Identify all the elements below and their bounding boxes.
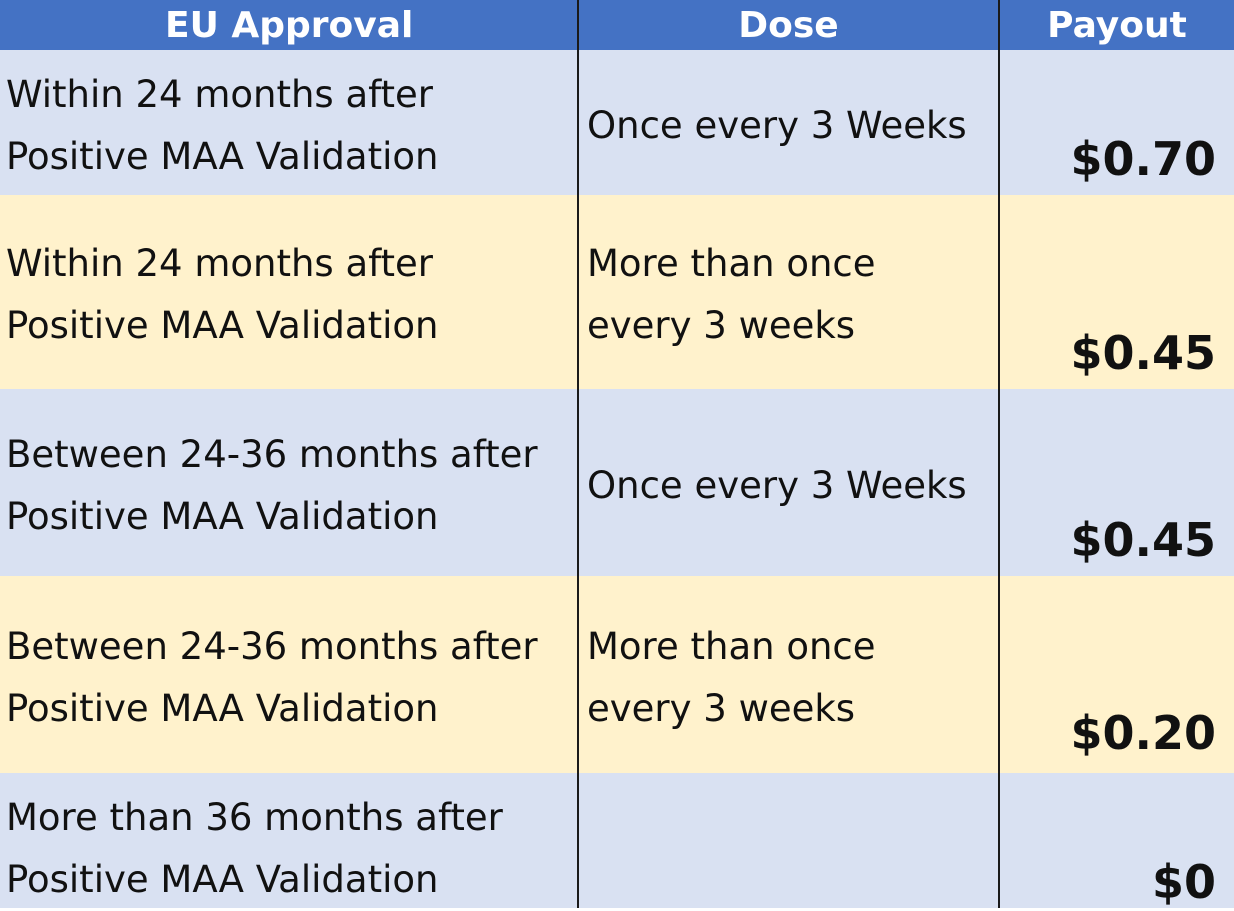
approval-text-line: Positive MAA Validation xyxy=(6,495,439,538)
approval-text-line: Positive MAA Validation xyxy=(6,687,439,730)
dose-text-line: More than once xyxy=(587,625,876,668)
approval-text-line: Within 24 months after xyxy=(6,73,433,116)
payout-cell: $0.45 xyxy=(998,195,1234,389)
header-payout: Payout xyxy=(998,0,1234,50)
payout-value: $0 xyxy=(1151,855,1216,909)
approval-text-line: Between 24-36 months after xyxy=(6,433,538,476)
dose-text-line: every 3 weeks xyxy=(587,304,856,347)
payout-cell: $0.70 xyxy=(998,50,1234,195)
dose-text-line: Once every 3 Weeks xyxy=(587,464,967,507)
table-row: Within 24 months after Positive MAA Vali… xyxy=(0,50,1234,195)
approval-text-line: Positive MAA Validation xyxy=(6,304,439,347)
table-header-row: EU Approval Dose Payout xyxy=(0,0,1234,50)
dose-cell: More than once every 3 weeks xyxy=(577,576,998,773)
approval-cell: Between 24-36 months after Positive MAA … xyxy=(0,576,577,773)
approval-text-line: Positive MAA Validation xyxy=(6,858,439,901)
payout-value: $0.20 xyxy=(1070,706,1216,760)
table-row: Between 24-36 months after Positive MAA … xyxy=(0,576,1234,773)
payout-cell: $0 xyxy=(998,773,1234,909)
dose-text-line: More than once xyxy=(587,242,876,285)
dose-cell: Once every 3 Weeks xyxy=(577,50,998,195)
dose-cell: Once every 3 Weeks xyxy=(577,389,998,576)
dose-text-line: Once every 3 Weeks xyxy=(587,104,967,147)
approval-text-line: Between 24-36 months after xyxy=(6,625,538,668)
table-row: Within 24 months after Positive MAA Vali… xyxy=(0,195,1234,389)
payout-value: $0.45 xyxy=(1070,326,1216,380)
approval-cell: Within 24 months after Positive MAA Vali… xyxy=(0,50,577,195)
dose-cell xyxy=(577,773,998,908)
header-dose: Dose xyxy=(577,0,998,50)
approval-cell: More than 36 months after Positive MAA V… xyxy=(0,773,577,908)
dose-text-line: every 3 weeks xyxy=(587,687,856,730)
approval-text-line: Within 24 months after xyxy=(6,242,433,285)
dose-cell: More than once every 3 weeks xyxy=(577,195,998,389)
approval-text-line: Positive MAA Validation xyxy=(6,135,439,178)
payout-cell: $0.45 xyxy=(998,389,1234,576)
approval-cell: Between 24-36 months after Positive MAA … xyxy=(0,389,577,576)
approval-cell: Within 24 months after Positive MAA Vali… xyxy=(0,195,577,389)
table-row: Between 24-36 months after Positive MAA … xyxy=(0,389,1234,576)
payout-value: $0.45 xyxy=(1070,513,1216,567)
payout-cell: $0.20 xyxy=(998,576,1234,773)
payout-value: $0.70 xyxy=(1070,132,1216,186)
approval-text-line: More than 36 months after xyxy=(6,796,503,839)
table-row: More than 36 months after Positive MAA V… xyxy=(0,773,1234,909)
header-eu-approval: EU Approval xyxy=(165,4,414,46)
